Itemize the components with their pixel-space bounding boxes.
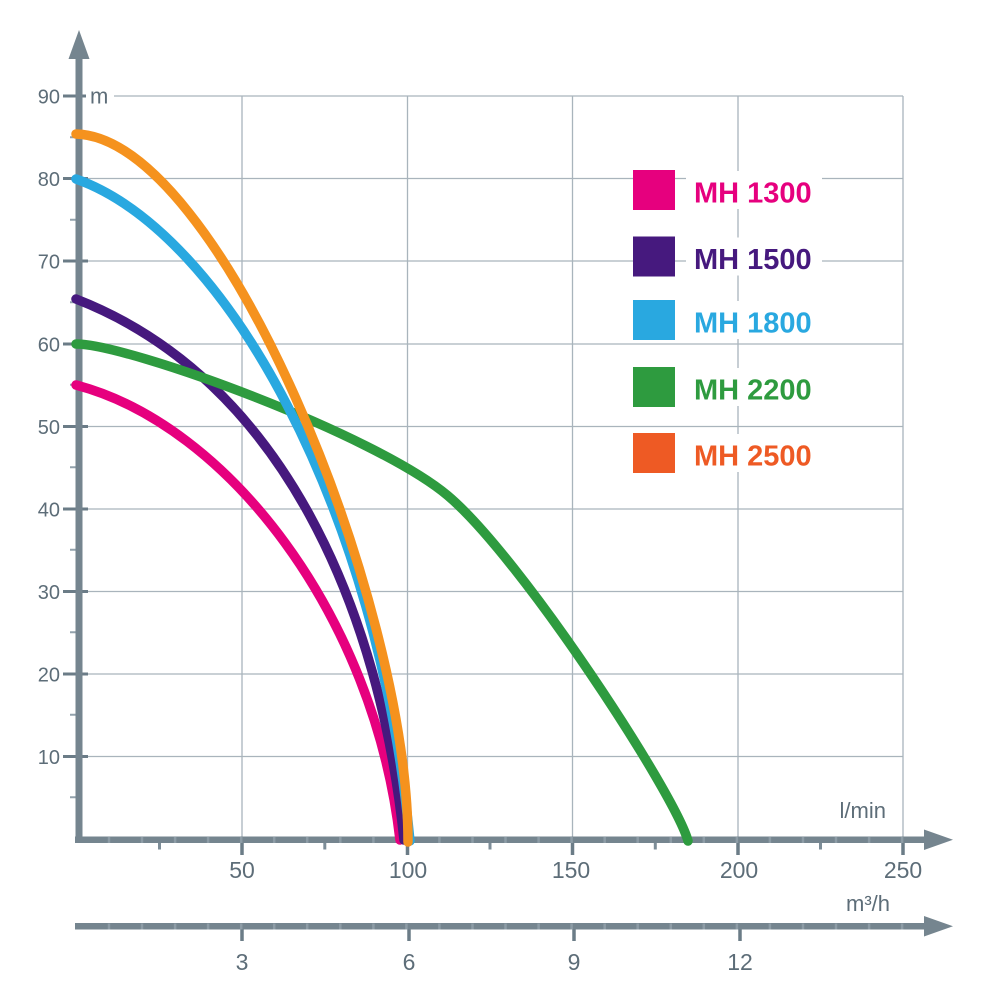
- svg-text:MH 1800: MH 1800: [694, 308, 812, 340]
- svg-text:200: 200: [720, 857, 758, 883]
- svg-text:12: 12: [727, 949, 753, 975]
- svg-text:MH 2500: MH 2500: [694, 441, 812, 473]
- svg-text:6: 6: [403, 949, 416, 975]
- svg-text:l/min: l/min: [840, 798, 886, 823]
- svg-text:20: 20: [38, 665, 60, 687]
- svg-text:150: 150: [552, 857, 590, 883]
- svg-text:3: 3: [236, 949, 249, 975]
- svg-text:50: 50: [229, 857, 255, 883]
- svg-text:50: 50: [38, 417, 60, 439]
- svg-text:70: 70: [38, 252, 60, 274]
- svg-text:m: m: [90, 84, 108, 109]
- svg-text:40: 40: [38, 500, 60, 522]
- svg-text:MH 1300: MH 1300: [694, 178, 812, 210]
- svg-text:30: 30: [38, 582, 60, 604]
- svg-text:10: 10: [38, 747, 60, 769]
- svg-text:9: 9: [568, 949, 581, 975]
- svg-text:60: 60: [38, 335, 60, 357]
- svg-text:90: 90: [38, 87, 60, 109]
- svg-text:100: 100: [389, 857, 427, 883]
- svg-text:80: 80: [38, 169, 60, 191]
- svg-text:MH 2200: MH 2200: [694, 375, 812, 407]
- svg-text:MH 1500: MH 1500: [694, 244, 812, 276]
- svg-text:m³/h: m³/h: [846, 891, 890, 916]
- svg-text:250: 250: [884, 857, 922, 883]
